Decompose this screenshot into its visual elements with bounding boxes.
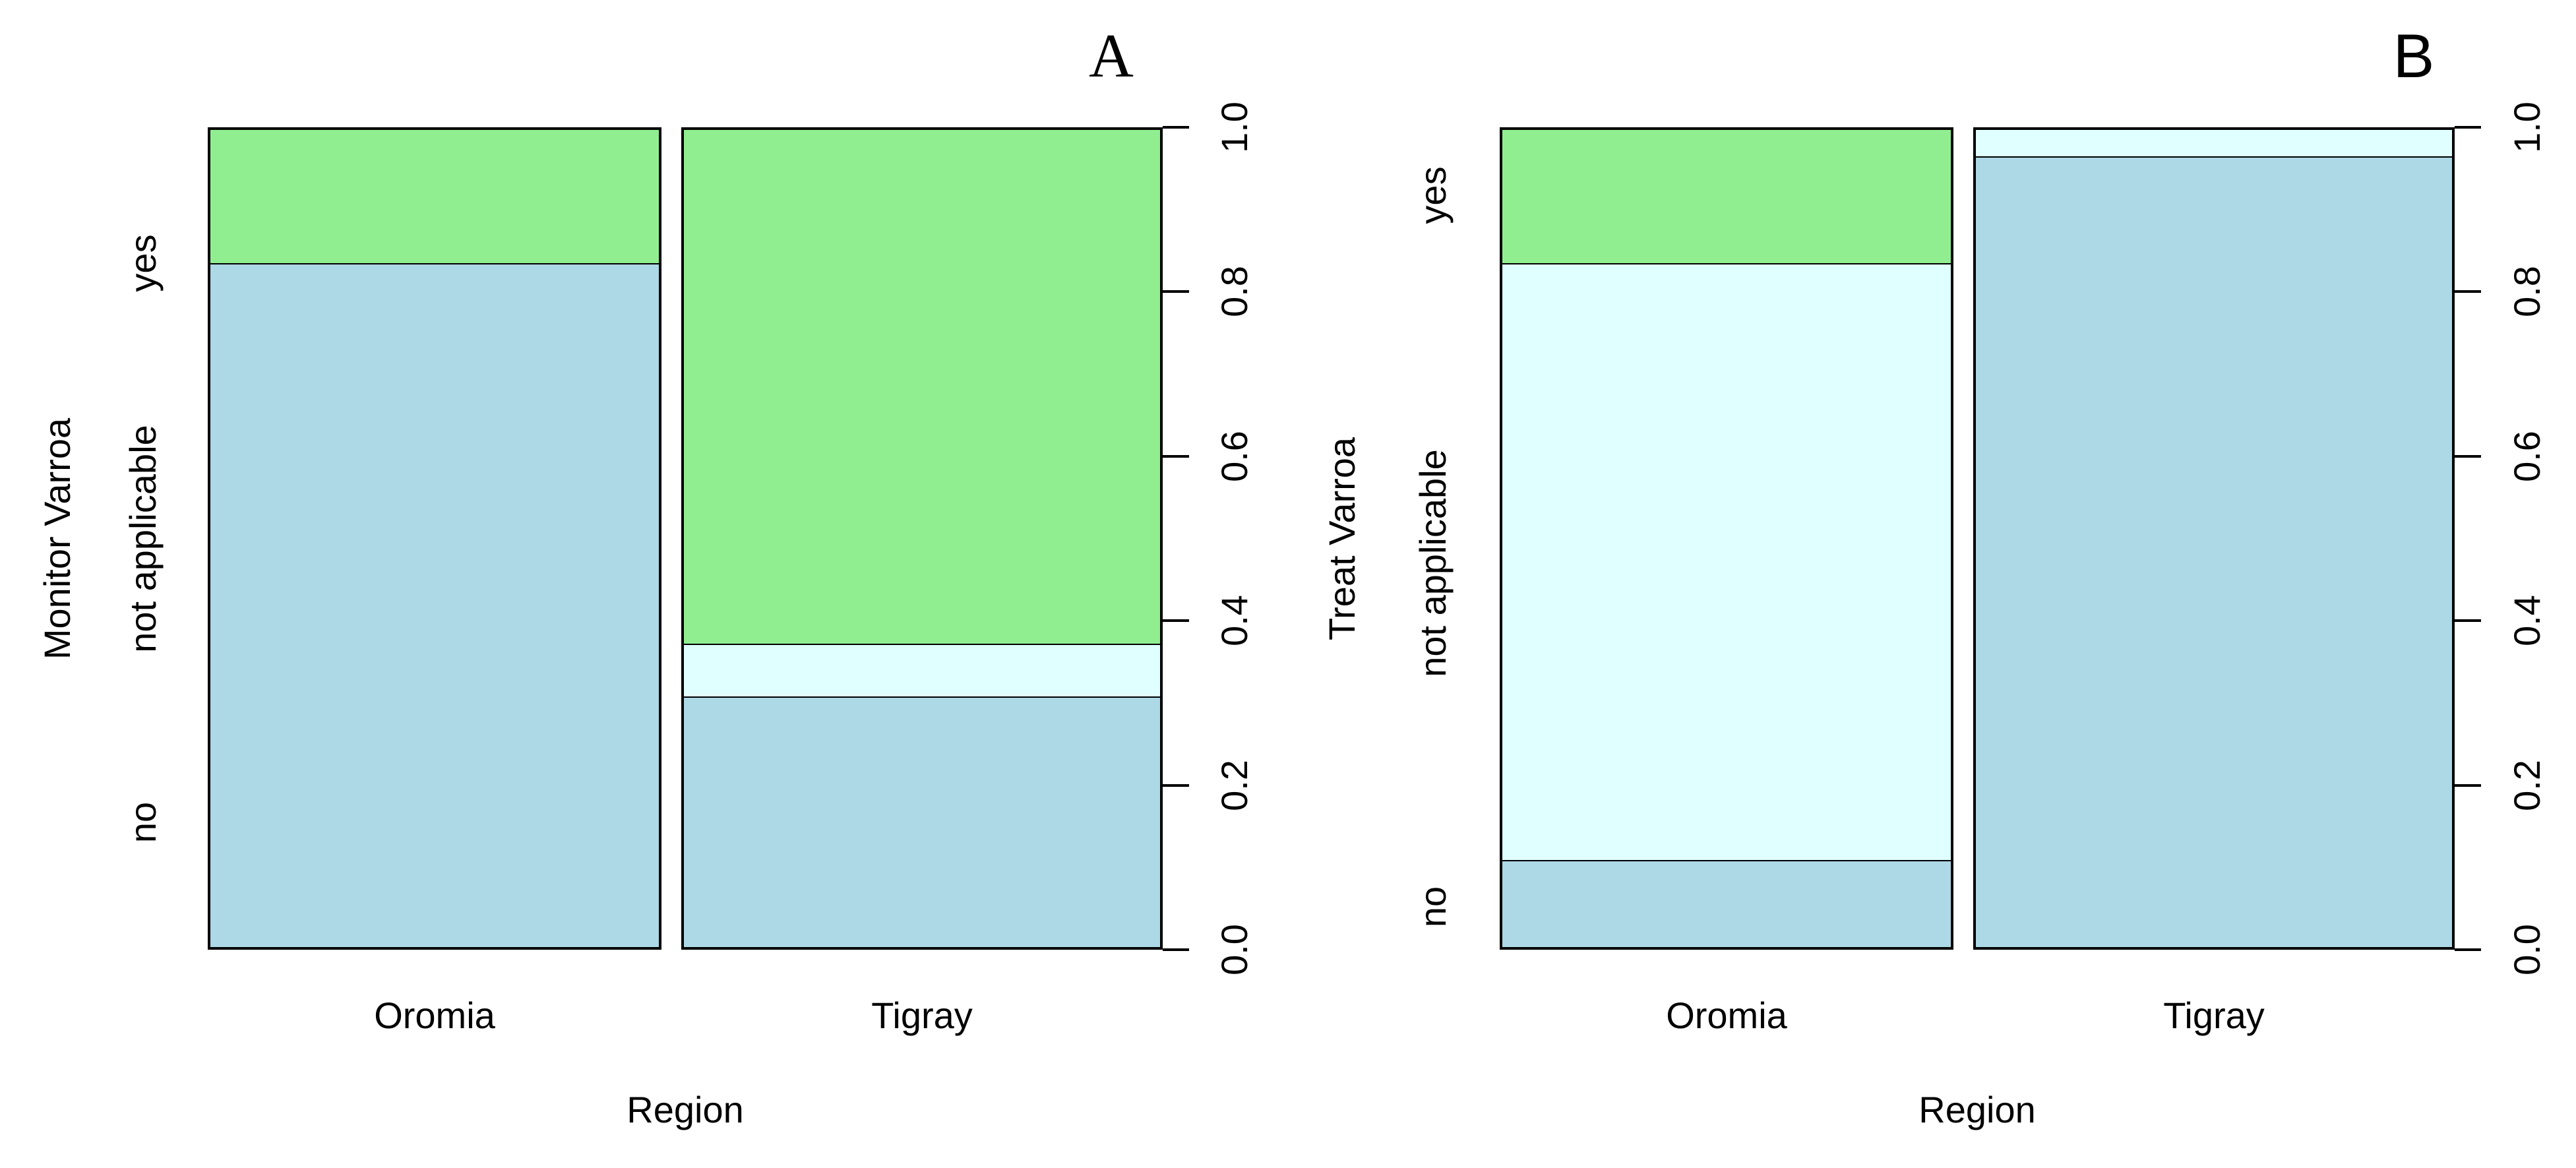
panel-a-prob-axis-tick-label-0.0: 0.0 bbox=[1213, 924, 1255, 975]
panel-a-prob-axis-tick-0.0 bbox=[1163, 948, 1189, 951]
panel-a-prob-axis-tick-0.8 bbox=[1163, 290, 1189, 293]
panel-b-prob-axis-tick-label-0.6: 0.6 bbox=[2506, 430, 2548, 482]
panel-a-prob-axis-tick-label-0.6: 0.6 bbox=[1213, 430, 1255, 482]
panel-b-segment-oromia-yes bbox=[1502, 130, 1951, 265]
panel-a-segment-tigray-no bbox=[684, 698, 1160, 947]
panel-b-prob-axis-tick-label-0.2: 0.2 bbox=[2506, 759, 2548, 811]
panel-b-prob-axis-tick-0.6 bbox=[2455, 454, 2481, 458]
panel-a-segment-tigray-not-applicable bbox=[684, 644, 1160, 698]
panel-a-prob-axis-tick-label-0.4: 0.4 bbox=[1213, 595, 1255, 647]
panel-a-segment-oromia-no bbox=[210, 264, 659, 947]
panel-b-prob-axis-tick-label-0.4: 0.4 bbox=[2506, 595, 2548, 647]
panel-b-prob-axis-tick-label-0.0: 0.0 bbox=[2506, 924, 2548, 975]
panel-b-y-category-label-no: no bbox=[1412, 886, 1454, 927]
panel-a-prob-axis-tick-1.0 bbox=[1163, 126, 1189, 129]
panel-b-y-category-label-not-applicable: not applicable bbox=[1412, 449, 1454, 677]
panel-b-y-axis-label: Treat Varroa bbox=[1321, 437, 1363, 640]
panel-b-prob-axis-tick-0.2 bbox=[2455, 784, 2481, 787]
panel-b-x-category-label-tigray: Tigray bbox=[2163, 995, 2265, 1036]
panel-a-prob-axis-tick-0.6 bbox=[1163, 454, 1189, 458]
panel-a-prob-axis-tick-0.2 bbox=[1163, 784, 1189, 787]
panel-a-y-axis-label: Monitor Varroa bbox=[36, 417, 78, 660]
panel-a-prob-axis-tick-label-0.2: 0.2 bbox=[1213, 759, 1255, 811]
panel-b-bar-tigray bbox=[1973, 127, 2455, 950]
panel-b-prob-axis-tick-0.8 bbox=[2455, 290, 2481, 293]
panel-a-x-axis-title: Region bbox=[627, 1089, 744, 1130]
panel-b-x-category-label-oromia: Oromia bbox=[1666, 995, 1787, 1036]
panel-a-y-category-label-not-applicable: not applicable bbox=[122, 424, 164, 653]
panel-b-prob-axis-tick-label-1.0: 1.0 bbox=[2506, 102, 2548, 153]
panel-b-segment-oromia-not-applicable bbox=[1502, 264, 1951, 861]
panel-a-segment-tigray-yes bbox=[684, 130, 1160, 645]
panel-a-bar-oromia bbox=[208, 127, 661, 950]
panel-a-title: A bbox=[1089, 22, 1134, 90]
panel-b-segment-tigray-not-applicable bbox=[1976, 130, 2452, 158]
panel-a-prob-axis-tick-label-0.8: 0.8 bbox=[1213, 266, 1255, 318]
panel-a-x-category-label-oromia: Oromia bbox=[374, 995, 495, 1036]
panel-b-segment-tigray-no bbox=[1976, 158, 2452, 947]
panel-a-bar-tigray bbox=[681, 127, 1163, 950]
panel-b-segment-oromia-no bbox=[1502, 861, 1951, 947]
panel-a-prob-axis-tick-0.4 bbox=[1163, 619, 1189, 623]
panel-b-y-category-label-yes: yes bbox=[1412, 166, 1454, 224]
panel-b-prob-axis-tick-0.0 bbox=[2455, 948, 2481, 951]
panel-a-y-category-label-yes: yes bbox=[122, 234, 164, 292]
panel-b-prob-axis-tick-1.0 bbox=[2455, 126, 2481, 129]
panel-b-x-axis-title: Region bbox=[1918, 1089, 2036, 1130]
panel-a-y-category-label-no: no bbox=[122, 801, 164, 843]
panel-b-prob-axis-tick-0.4 bbox=[2455, 619, 2481, 623]
panel-b-bar-oromia bbox=[1500, 127, 1953, 950]
panel-a-segment-oromia-yes bbox=[210, 130, 659, 265]
panel-b-prob-axis-tick-label-0.8: 0.8 bbox=[2506, 266, 2548, 318]
panel-a-x-category-label-tigray: Tigray bbox=[871, 995, 973, 1036]
panel-a-prob-axis-tick-label-1.0: 1.0 bbox=[1213, 102, 1255, 153]
panel-b-title: B bbox=[2393, 21, 2435, 90]
